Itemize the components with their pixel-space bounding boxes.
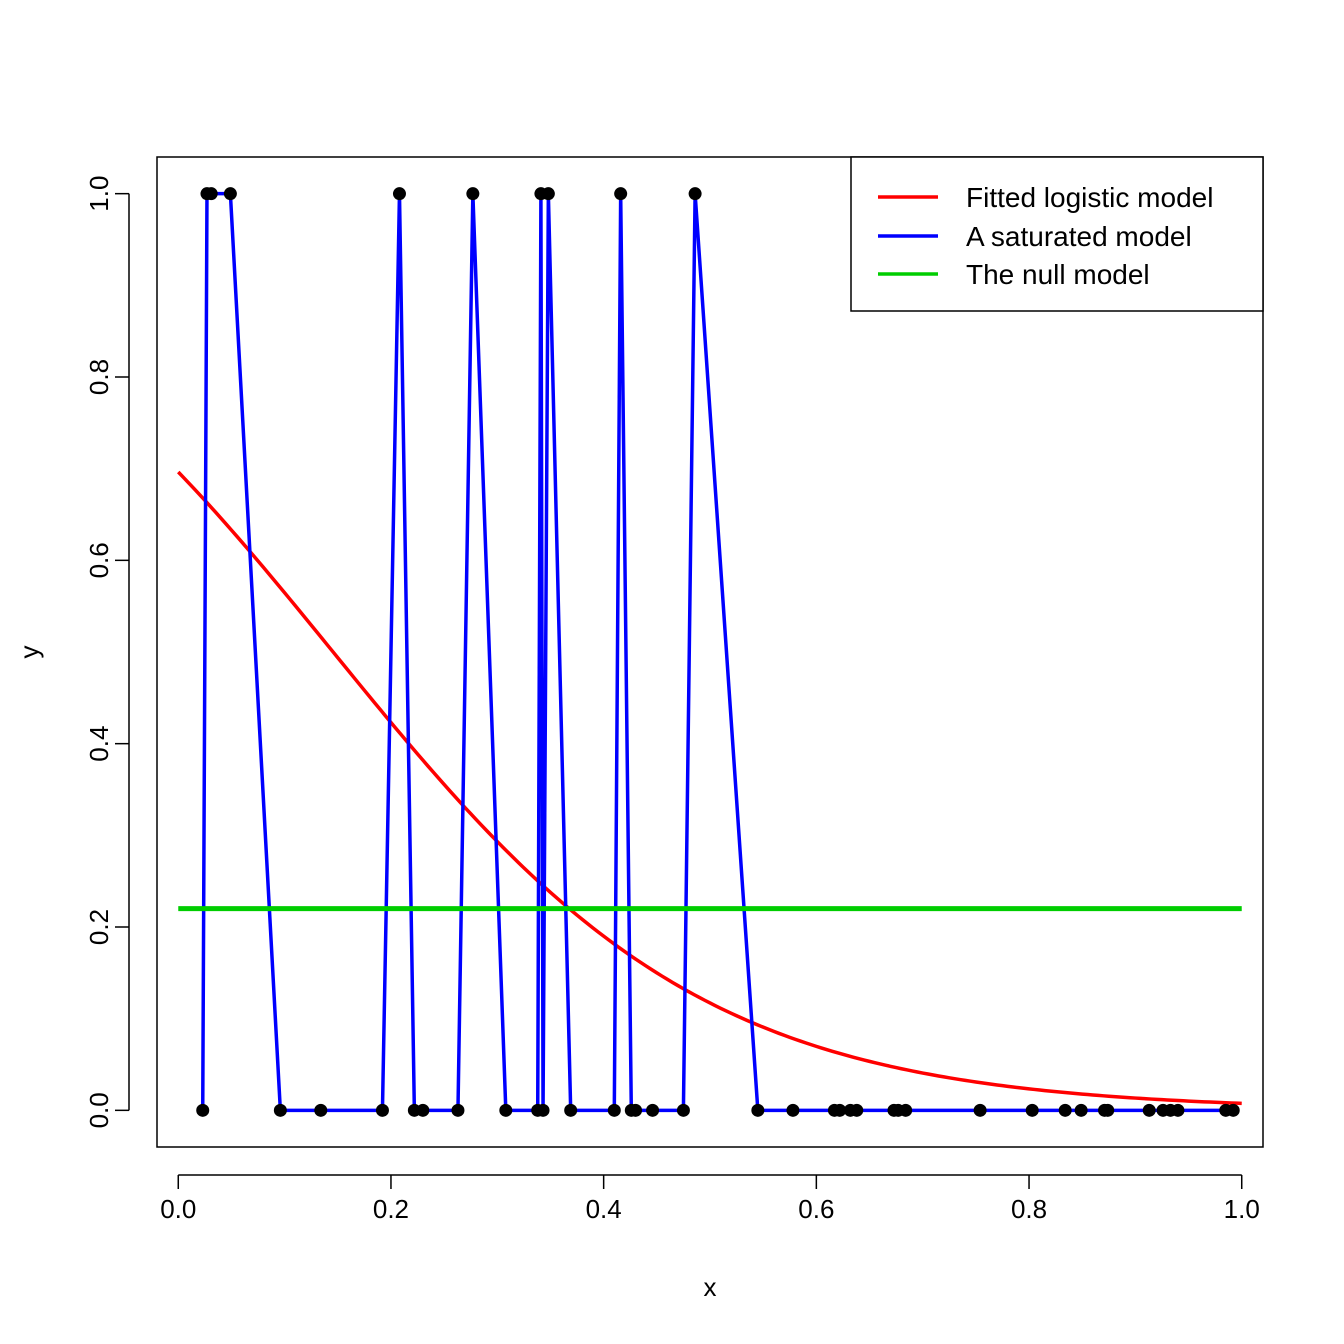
data-point-36 — [1058, 1103, 1072, 1117]
legend-label-saturated: A saturated model — [966, 221, 1192, 252]
data-point-16 — [541, 187, 555, 201]
data-point-22 — [646, 1103, 660, 1117]
plot-frame — [156, 156, 1264, 1148]
x-tick-label-2: 0.4 — [586, 1194, 622, 1224]
data-point-26 — [786, 1103, 800, 1117]
data-point-33 — [899, 1103, 913, 1117]
data-point-7 — [392, 187, 406, 201]
data-point-43 — [1171, 1103, 1185, 1117]
data-point-3 — [223, 187, 237, 201]
x-tick-label-4: 0.8 — [1011, 1194, 1047, 1224]
data-point-21 — [629, 1103, 643, 1117]
y-tick-label-0: 0.0 — [84, 1092, 114, 1128]
data-point-15 — [536, 1103, 550, 1117]
series-fitted-logistic-model — [177, 470, 1242, 1106]
y-tick-label-2: 0.4 — [84, 726, 114, 762]
x-tick-label-1: 0.2 — [373, 1194, 409, 1224]
data-point-37 — [1074, 1103, 1088, 1117]
legend-label-null: The null model — [966, 259, 1150, 290]
data-point-24 — [688, 187, 702, 201]
data-point-6 — [375, 1103, 389, 1117]
legend-box — [850, 156, 1264, 312]
data-point-28 — [833, 1103, 847, 1117]
legend-label-fitted: Fitted logistic model — [966, 182, 1213, 213]
axes: 0.0 0.2 0.4 0.6 0.8 1.0 0.0 0.2 0.4 0.6 0.8 1.0 — [84, 176, 1260, 1224]
data-point-0 — [196, 1103, 210, 1117]
data-point-18 — [607, 1103, 621, 1117]
y-tick-label-1: 0.2 — [84, 909, 114, 945]
legend: Fitted logistic model A saturated model … — [850, 156, 1264, 312]
x-tick-label-3: 0.6 — [798, 1194, 834, 1224]
data-point-23 — [676, 1103, 690, 1117]
x-axis-label: x — [704, 1272, 717, 1302]
data-point-40 — [1142, 1103, 1156, 1117]
data-point-34 — [973, 1103, 987, 1117]
data-point-10 — [451, 1103, 465, 1117]
data-point-4 — [273, 1103, 287, 1117]
data-point-19 — [614, 187, 628, 201]
x-tick-label-0: 0.0 — [160, 1194, 196, 1224]
data-point-5 — [314, 1103, 328, 1117]
data-point-9 — [416, 1103, 430, 1117]
data-point-35 — [1025, 1103, 1039, 1117]
y-tick-label-3: 0.6 — [84, 542, 114, 578]
data-point-25 — [751, 1103, 765, 1117]
data-point-12 — [499, 1103, 513, 1117]
plot-area — [177, 187, 1242, 1117]
data-point-39 — [1101, 1103, 1115, 1117]
data-point-11 — [466, 187, 480, 201]
data-point-2 — [204, 187, 218, 201]
series-a-saturated-model — [200, 191, 1234, 1113]
data-point-17 — [564, 1103, 578, 1117]
x-tick-label-5: 1.0 — [1224, 1194, 1260, 1224]
data-point-45 — [1226, 1103, 1240, 1117]
y-tick-label-5: 1.0 — [84, 176, 114, 212]
y-axis-label: y — [14, 646, 44, 659]
data-point-30 — [850, 1103, 864, 1117]
y-tick-label-4: 0.8 — [84, 359, 114, 395]
